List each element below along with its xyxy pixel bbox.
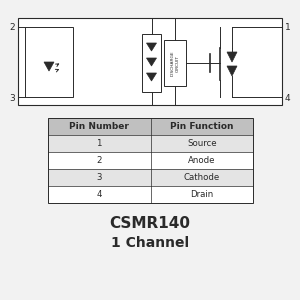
Text: Pin Number: Pin Number xyxy=(69,122,129,131)
Text: Cathode: Cathode xyxy=(184,173,220,182)
Text: 1 Channel: 1 Channel xyxy=(111,236,189,250)
Text: 3: 3 xyxy=(97,173,102,182)
Bar xyxy=(164,40,186,86)
Text: 4: 4 xyxy=(285,94,291,103)
Text: Drain: Drain xyxy=(190,190,213,199)
Bar xyxy=(142,34,161,92)
Bar xyxy=(18,18,282,105)
Text: DISCHARGE
CIRCUIT: DISCHARGE CIRCUIT xyxy=(171,50,179,76)
Text: Source: Source xyxy=(187,139,217,148)
Text: Anode: Anode xyxy=(188,156,215,165)
Text: 1: 1 xyxy=(285,23,291,32)
Bar xyxy=(48,135,253,152)
Text: 4: 4 xyxy=(97,190,102,199)
Polygon shape xyxy=(146,43,157,51)
Polygon shape xyxy=(44,62,54,71)
Bar xyxy=(25,27,73,97)
Polygon shape xyxy=(227,66,237,76)
Text: 3: 3 xyxy=(9,94,15,103)
Bar xyxy=(48,118,253,203)
Polygon shape xyxy=(146,73,157,81)
Bar xyxy=(48,169,253,186)
Bar xyxy=(48,118,253,135)
Text: 2: 2 xyxy=(9,23,15,32)
Polygon shape xyxy=(227,52,237,62)
Bar xyxy=(48,186,253,203)
Polygon shape xyxy=(146,58,157,66)
Text: Pin Function: Pin Function xyxy=(170,122,233,131)
Text: 1: 1 xyxy=(97,139,102,148)
Bar xyxy=(48,152,253,169)
Text: 2: 2 xyxy=(97,156,102,165)
Text: CSMR140: CSMR140 xyxy=(110,217,190,232)
Bar xyxy=(48,118,253,203)
